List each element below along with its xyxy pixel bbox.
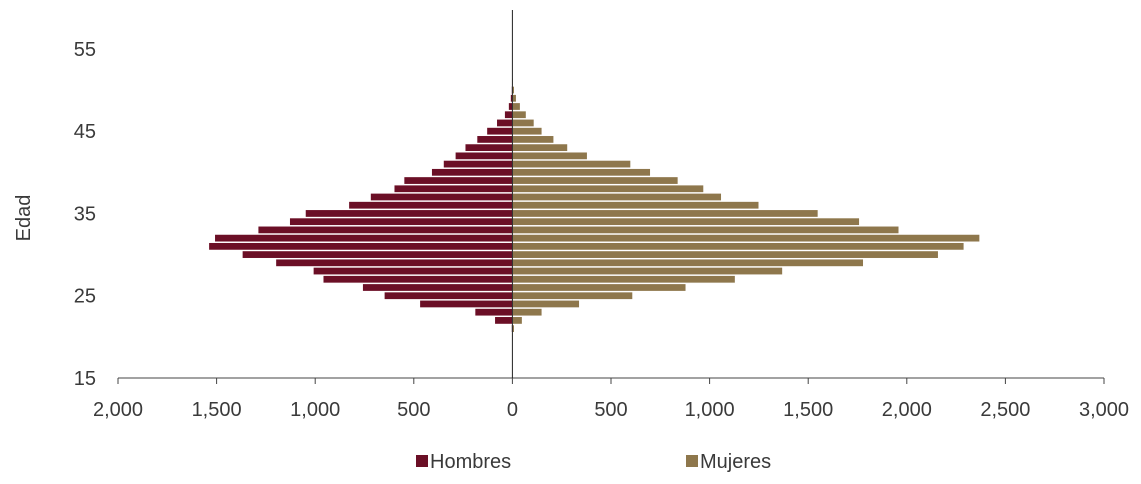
bar-mujeres-age-47 <box>512 110 527 119</box>
bar-hombres-age-30 <box>241 250 513 259</box>
bar-mujeres-age-36 <box>512 201 760 210</box>
x-tick-label: 500 <box>397 399 430 421</box>
bar-hombres-age-42 <box>454 151 513 161</box>
bar-mujeres-age-24 <box>512 299 580 309</box>
bar-mujeres-age-30 <box>512 250 939 259</box>
bar-mujeres-age-23 <box>512 307 543 317</box>
x-tick-label: 0 <box>507 399 518 421</box>
bar-hombres-age-24 <box>419 299 513 309</box>
x-tick-label: 1,000 <box>685 399 735 421</box>
y-tick-label: 45 <box>74 121 96 143</box>
bar-hombres-age-32 <box>214 233 513 243</box>
bar-mujeres-age-49 <box>512 94 517 103</box>
bar-mujeres-age-37 <box>512 192 722 202</box>
bar-hombres-age-39 <box>403 176 513 185</box>
bar-mujeres-age-29 <box>512 258 864 268</box>
bar-mujeres-age-43 <box>512 143 569 152</box>
bar-mujeres-age-33 <box>512 225 900 235</box>
bar-hombres-age-25 <box>383 291 513 300</box>
bar-mujeres-age-41 <box>512 159 632 169</box>
legend-swatch-mujeres <box>686 455 698 467</box>
bar-mujeres-age-26 <box>512 283 687 292</box>
y-axis-ticks: 15 25 35 45 55 <box>74 39 96 390</box>
legend: Hombres Mujeres <box>416 451 771 473</box>
y-tick-label: 15 <box>74 368 96 390</box>
legend-label-hombres: Hombres <box>430 451 511 473</box>
bar-hombres-age-23 <box>474 307 513 317</box>
bar-mujeres-age-27 <box>512 275 736 284</box>
bar-mujeres-age-32 <box>512 233 981 243</box>
bar-mujeres-age-25 <box>512 291 634 300</box>
legend-swatch-hombres <box>416 455 428 467</box>
bar-mujeres-age-39 <box>512 176 679 185</box>
bar-hombres-age-40 <box>431 168 513 177</box>
x-tick-label: 2,000 <box>93 399 143 421</box>
bar-hombres-age-45 <box>486 126 513 136</box>
bar-mujeres-age-40 <box>512 168 651 177</box>
bar-hombres-age-35 <box>304 209 513 218</box>
bar-hombres-age-48 <box>508 102 513 111</box>
bars-layer <box>208 36 981 342</box>
x-tick-label: 2,500 <box>980 399 1030 421</box>
y-tick-label: 35 <box>74 203 96 225</box>
bar-mujeres-age-48 <box>512 102 521 111</box>
x-tick-label: 3,000 <box>1079 399 1129 421</box>
bar-hombres-age-47 <box>504 110 513 119</box>
bar-mujeres-age-34 <box>512 217 860 226</box>
bar-mujeres-age-28 <box>512 266 783 276</box>
x-tick-label: 1,000 <box>290 399 340 421</box>
x-axis-ticks: 2,000 1,500 1,000 500 0 500 1,000 1,500 2,000 2,5… <box>93 378 1129 421</box>
y-axis-label: Edad <box>13 195 35 242</box>
bar-hombres-age-22 <box>494 316 513 325</box>
bar-hombres-age-29 <box>275 258 513 268</box>
bar-hombres-age-34 <box>289 217 513 226</box>
bar-hombres-age-41 <box>442 159 513 169</box>
bar-mujeres-age-31 <box>512 242 965 251</box>
x-tick-label: 2,000 <box>882 399 932 421</box>
x-tick-label: 500 <box>594 399 627 421</box>
bar-hombres-age-46 <box>496 118 513 128</box>
bar-mujeres-age-22 <box>512 316 523 325</box>
bar-hombres-age-27 <box>322 275 513 284</box>
bar-hombres-age-26 <box>362 283 513 292</box>
bar-mujeres-age-44 <box>512 135 555 144</box>
bar-mujeres-age-42 <box>512 151 588 161</box>
bar-hombres-age-38 <box>393 184 513 193</box>
bar-hombres-age-37 <box>370 192 513 202</box>
bar-hombres-age-33 <box>257 225 513 235</box>
bar-mujeres-age-38 <box>512 184 705 193</box>
bar-mujeres-age-45 <box>512 126 543 136</box>
y-tick-label: 55 <box>74 39 96 61</box>
bar-hombres-age-44 <box>476 135 513 144</box>
x-tick-label: 1,500 <box>192 399 242 421</box>
bar-mujeres-age-46 <box>512 118 535 128</box>
bar-hombres-age-28 <box>312 266 513 276</box>
bar-mujeres-age-35 <box>512 209 819 218</box>
legend-label-mujeres: Mujeres <box>700 451 771 473</box>
x-tick-label: 1,500 <box>783 399 833 421</box>
y-tick-label: 25 <box>74 286 96 308</box>
bar-hombres-age-36 <box>348 201 513 210</box>
bar-hombres-age-31 <box>208 242 513 251</box>
bar-hombres-age-43 <box>464 143 513 152</box>
